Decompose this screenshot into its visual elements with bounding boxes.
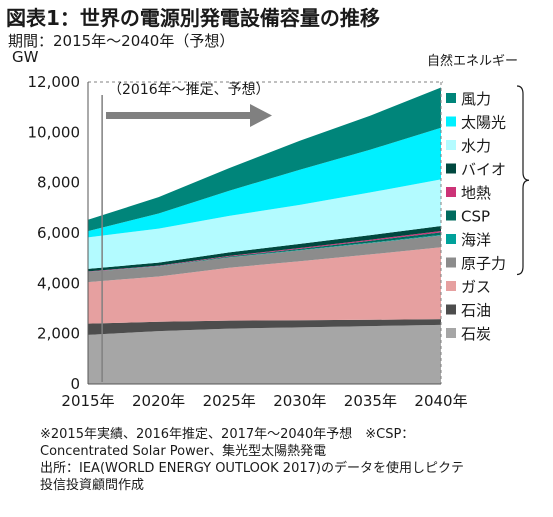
legend-label: 海洋 (461, 231, 491, 249)
legend-swatch (446, 281, 456, 291)
legend-label: 石油 (461, 302, 491, 320)
x-tick-label: 2035年 (344, 392, 397, 410)
forecast-arrow-shaft (106, 112, 254, 119)
legend-label: 太陽光 (461, 114, 506, 132)
y-axis-unit: GW (12, 48, 39, 66)
legend-label: CSP (461, 208, 490, 226)
legend-swatch (446, 257, 456, 268)
forecast-annotation: （2016年～推定、予想） (108, 82, 270, 98)
chart-title: 図表1：世界の電源別発電設備容量の推移 (6, 6, 380, 30)
y-tick-label: 8,000 (37, 174, 80, 192)
legend-label: バイオ (461, 161, 506, 179)
x-tick-label: 2020年 (132, 392, 185, 410)
y-tick-label: 0 (70, 375, 80, 393)
note-line: ※2015年実績、2016年推定、2017年～2040年予想 ※CSP： (40, 427, 415, 442)
legend-swatch (446, 163, 456, 174)
y-tick-label: 10,000 (28, 123, 81, 141)
area-石炭 (88, 324, 441, 384)
x-tick-label: 2040年 (414, 392, 467, 410)
legend-label: 地熱 (461, 184, 491, 202)
chart-subtitle: 期間：2015年～2040年（予想） (8, 32, 235, 50)
stacked-area-chart: 0 2,000 4,000 6,000 8,000 10,000 12,000 2015年 20… (28, 73, 530, 410)
x-tick-label: 2025年 (203, 392, 256, 410)
y-tick-label: 12,000 (28, 73, 81, 91)
area-太陽光 (88, 127, 441, 238)
area-ガス (88, 247, 441, 324)
legend-swatch (446, 140, 456, 150)
legend-label: 水力 (461, 137, 491, 155)
area-原子力 (88, 235, 441, 283)
area-風力 (88, 87, 441, 232)
forecast-arrow-head (250, 104, 272, 127)
legend-label: 風力 (461, 90, 491, 108)
legend-label: ガス (461, 278, 491, 296)
note-line: 投信投資顧問作成 (40, 478, 145, 493)
area-水力 (88, 179, 441, 269)
chart-notes: ※2015年実績、2016年推定、2017年～2040年予想 ※CSP： Con… (40, 426, 550, 494)
legend-label: 原子力 (461, 255, 506, 273)
area-バイオ (88, 226, 441, 272)
note-line: 出所：IEA(WORLD ENERGY OUTLOOK 2017)のデータを使用… (40, 461, 464, 476)
legend-swatch (446, 187, 456, 197)
y-tick-label: 6,000 (37, 224, 80, 242)
legend-group-title: 自然エネルギー (427, 54, 519, 69)
legend-swatch (446, 93, 456, 103)
legend-swatch (446, 234, 456, 244)
y-tick-label: 4,000 (37, 274, 80, 292)
note-line: Concentrated Solar Power、集光型太陽熱発電 (40, 444, 327, 459)
y-tick-label: 2,000 (37, 325, 80, 343)
legend-swatch (446, 116, 456, 127)
x-tick-label: 2030年 (273, 392, 326, 410)
legend-swatch (446, 210, 456, 221)
legend-label: 石炭 (461, 325, 491, 343)
legend-swatch (446, 328, 456, 338)
x-tick-label: 2015年 (61, 392, 114, 410)
legend-swatch (446, 304, 456, 315)
renewables-brace (516, 85, 530, 276)
area-石油 (88, 319, 441, 335)
